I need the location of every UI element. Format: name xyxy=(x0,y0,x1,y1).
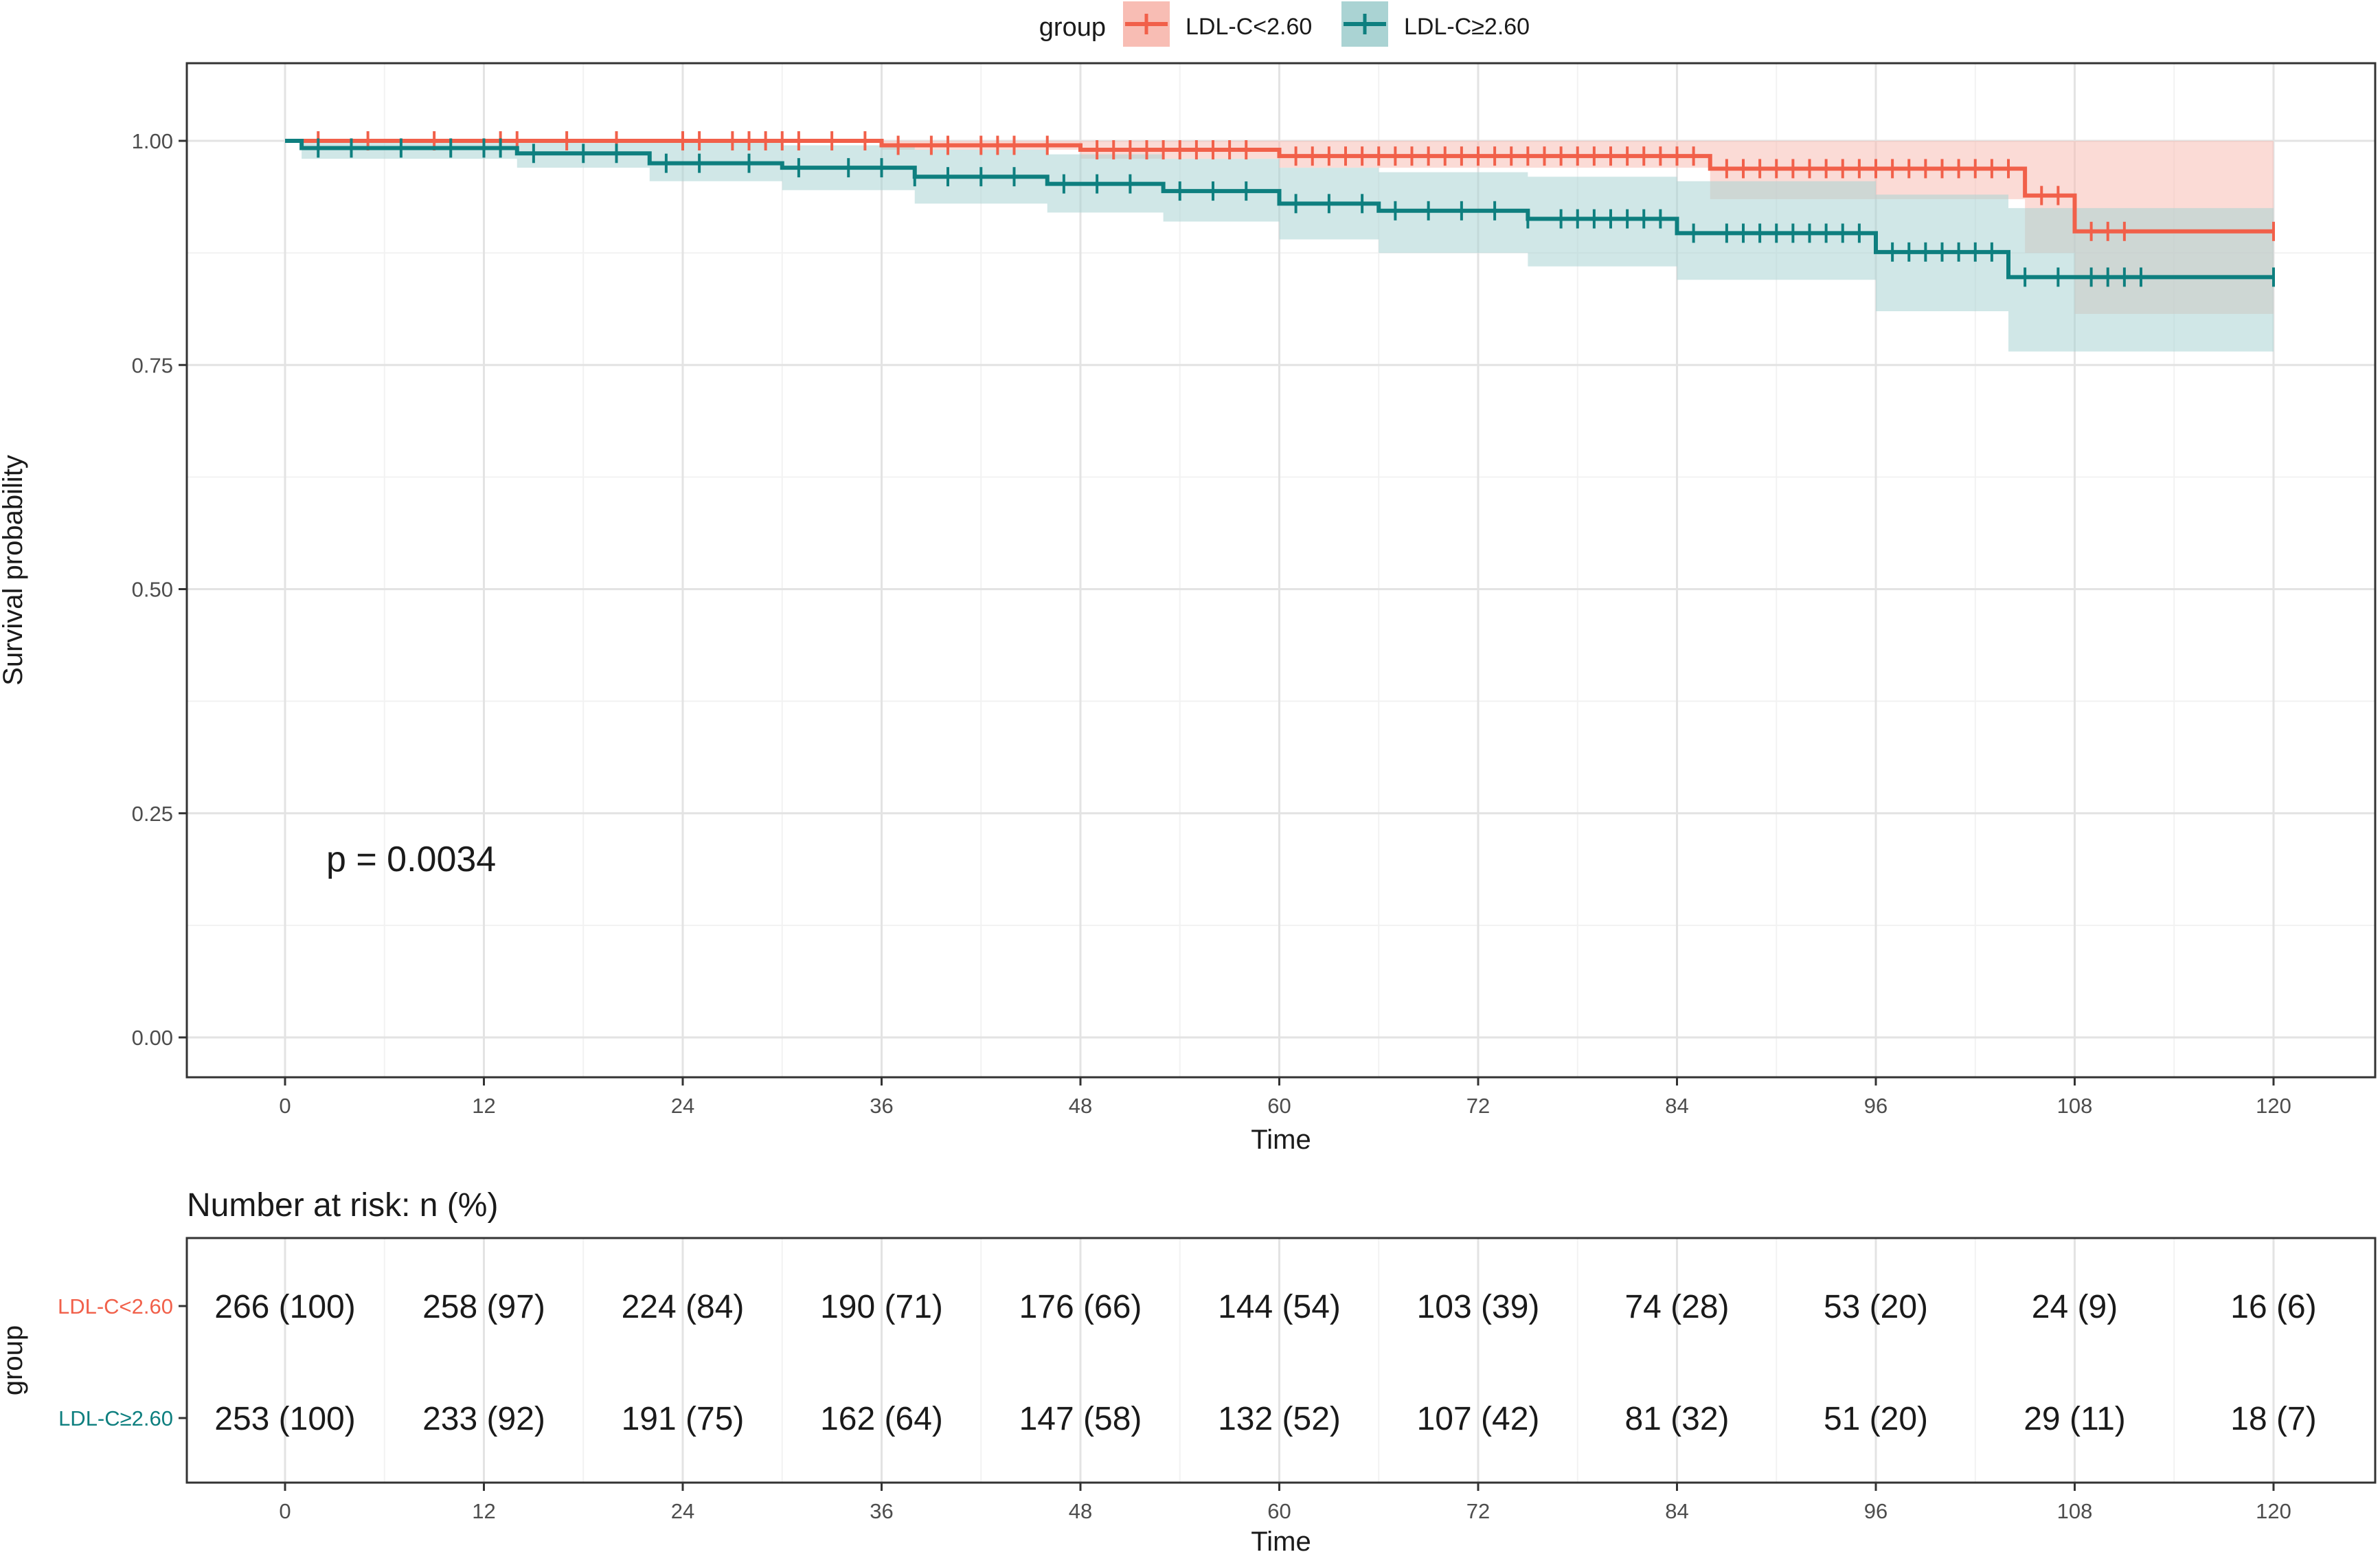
risk-cell: 266 (100) xyxy=(214,1289,355,1325)
x-tick-label: 72 xyxy=(1466,1094,1490,1118)
x-tick-label: 108 xyxy=(2057,1094,2093,1118)
risk-cell: 258 (97) xyxy=(422,1289,545,1325)
x-tick-label: 0 xyxy=(279,1094,291,1118)
risk-cell: 51 (20) xyxy=(1824,1401,1928,1437)
risk-x-tick-label: 108 xyxy=(2057,1499,2093,1523)
x-tick-label: 96 xyxy=(1864,1094,1888,1118)
risk-row-label-ldl-high: LDL-C≥2.60 xyxy=(58,1406,173,1430)
risk-cell: 24 (9) xyxy=(2032,1289,2118,1325)
risk-cell: 81 (32) xyxy=(1624,1401,1729,1437)
y-axis-title: Survival probability xyxy=(0,455,28,686)
risk-cell: 147 (58) xyxy=(1019,1401,1142,1437)
risk-y-axis-title: group xyxy=(0,1325,28,1395)
legend-label-ldl-high: LDL-C≥2.60 xyxy=(1404,14,1530,40)
risk-x-tick-label: 96 xyxy=(1864,1499,1888,1523)
risk-cell: 29 (11) xyxy=(2024,1401,2126,1437)
x-axis-title: Time xyxy=(1251,1125,1311,1155)
x-tick-label: 60 xyxy=(1267,1094,1291,1118)
x-tick-label: 36 xyxy=(870,1094,893,1118)
legend-title: group xyxy=(1039,13,1106,42)
risk-x-tick-label: 24 xyxy=(671,1499,694,1523)
risk-cell: 74 (28) xyxy=(1624,1289,1729,1325)
risk-table-border xyxy=(185,1237,2377,1484)
risk-cell: 162 (64) xyxy=(820,1401,943,1437)
ci-band-ldl-high xyxy=(285,141,2274,352)
risk-cell: 16 (6) xyxy=(2230,1289,2316,1325)
risk-cell: 18 (7) xyxy=(2230,1401,2316,1437)
risk-cell: 191 (75) xyxy=(622,1401,745,1437)
y-tick-label: 1.00 xyxy=(132,129,173,153)
risk-cell: 224 (84) xyxy=(622,1289,745,1325)
y-tick-label: 0.50 xyxy=(132,578,173,602)
legend: group LDL-C<2.60 LDL-C≥2.60 xyxy=(1039,1,1530,47)
y-tick-label: 0.00 xyxy=(132,1026,173,1050)
x-tick-label: 12 xyxy=(472,1094,495,1118)
risk-cell: 190 (71) xyxy=(820,1289,943,1325)
risk-x-tick-label: 84 xyxy=(1665,1499,1688,1523)
x-tick-label: 120 xyxy=(2256,1094,2291,1118)
risk-table: Number at risk: n (%) LDL-C<2.60 266 (100)… xyxy=(0,1187,2377,1557)
risk-table-title: Number at risk: n (%) xyxy=(187,1187,498,1224)
risk-x-tick-label: 36 xyxy=(870,1499,893,1523)
risk-x-axis-title: Time xyxy=(1251,1527,1311,1557)
risk-x-tick-label: 0 xyxy=(279,1499,291,1523)
y-tick-label: 0.25 xyxy=(132,802,173,826)
risk-cell: 144 (54) xyxy=(1218,1289,1341,1325)
plot-border xyxy=(185,62,2377,1079)
risk-cell: 103 (39) xyxy=(1417,1289,1540,1325)
risk-x-tick-label: 60 xyxy=(1267,1499,1291,1523)
risk-x-tick-label: 72 xyxy=(1466,1499,1490,1523)
risk-row-label-ldl-low: LDL-C<2.60 xyxy=(58,1294,173,1318)
p-value-annotation: p = 0.0034 xyxy=(326,840,496,879)
x-tick-label: 48 xyxy=(1069,1094,1092,1118)
survival-plot: 0.00 0.25 0.50 0.75 1.00 0 12 24 36 48 60 72 84 96 108… xyxy=(0,62,2377,1155)
risk-cell: 176 (66) xyxy=(1019,1289,1142,1325)
risk-x-tick-label: 120 xyxy=(2256,1499,2291,1523)
y-tick-label: 0.75 xyxy=(132,353,173,377)
risk-x-tick-label: 48 xyxy=(1069,1499,1092,1523)
risk-cell: 233 (92) xyxy=(422,1401,545,1437)
legend-label-ldl-low: LDL-C<2.60 xyxy=(1186,14,1312,40)
x-tick-label: 84 xyxy=(1665,1094,1688,1118)
risk-cell: 107 (42) xyxy=(1417,1401,1540,1437)
risk-cell: 53 (20) xyxy=(1824,1289,1928,1325)
x-tick-label: 24 xyxy=(671,1094,694,1118)
risk-cell: 132 (52) xyxy=(1218,1401,1341,1437)
risk-cell: 253 (100) xyxy=(214,1401,355,1437)
risk-x-tick-label: 12 xyxy=(472,1499,495,1523)
